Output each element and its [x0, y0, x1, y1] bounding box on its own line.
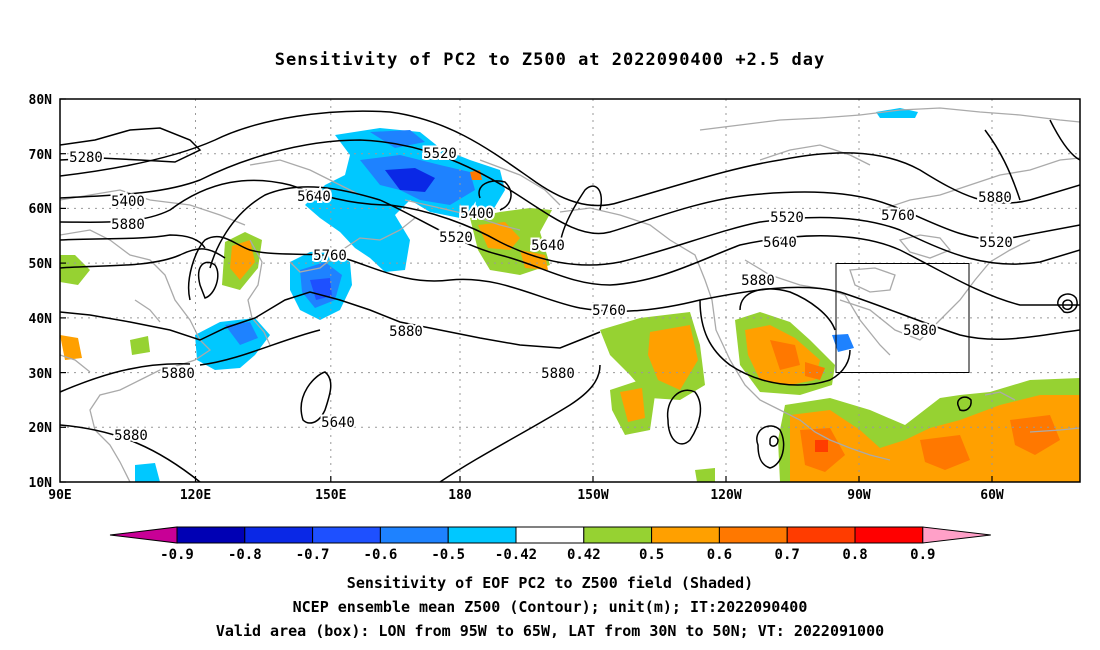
lat-label: 40N	[29, 312, 53, 327]
colorbar-swatch	[244, 526, 314, 544]
positive-sensitivity-area	[648, 325, 698, 390]
lon-label: 150W	[577, 488, 608, 503]
colorbar-tick-label: -0.9	[160, 547, 194, 563]
positive-sensitivity-area	[1010, 415, 1060, 455]
lon-label: 180	[448, 488, 472, 503]
contour-label: 5280	[69, 150, 103, 166]
positive-sensitivity-area	[130, 336, 150, 355]
negative-sensitivity-area	[832, 334, 854, 352]
colorbar-tick-label: 0.5	[639, 547, 664, 563]
contour-label: 5880	[903, 323, 937, 339]
caption-line-3: Valid area (box): LON from 95W to 65W, L…	[215, 622, 885, 640]
sensitivity-shading	[60, 108, 1080, 482]
lon-label: 120W	[710, 488, 741, 503]
colorbar: -0.9 -0.8 -0.7 -0.6 -0.5 -0.42 0.42 0.5 0.6 0.7 0.…	[109, 526, 991, 563]
positive-sensitivity-area	[920, 435, 970, 470]
contour-label: 5640	[297, 189, 331, 205]
colorbar-tick-label: 0.6	[707, 547, 732, 563]
contour-label: 5880	[111, 217, 145, 233]
negative-sensitivity-area	[225, 322, 258, 345]
negative-sensitivity-area	[876, 108, 918, 118]
lat-label: 10N	[29, 476, 53, 491]
longitude-labels: 90E 120E 150E 180 150W 120W 90W 60W	[48, 488, 1004, 503]
colorbar-swatch	[176, 526, 246, 544]
map-frame	[59, 98, 1081, 483]
colorbar-swatch	[379, 526, 449, 544]
valid-area-box	[835, 263, 970, 373]
contour-label: 5760	[592, 303, 626, 319]
contour-label: 5640	[531, 238, 565, 254]
contour-label: 5520	[439, 230, 473, 246]
lat-label: 80N	[29, 93, 53, 108]
lon-label: 90E	[48, 488, 71, 503]
positive-sensitivity-area	[520, 250, 548, 270]
lat-label: 70N	[29, 148, 53, 163]
plot-title: Sensitivity of PC2 to Z500 at 2022090400…	[274, 50, 826, 70]
positive-sensitivity-area	[60, 255, 90, 285]
colorbar-swatch	[651, 526, 720, 544]
negative-sensitivity-area	[135, 463, 160, 482]
contour-label: 5520	[979, 235, 1013, 251]
colorbar-tick-label: 0.42	[567, 547, 601, 563]
negative-sensitivity-area	[385, 168, 435, 192]
positive-sensitivity-area	[478, 222, 520, 250]
latitude-labels: 80N 70N 60N 50N 40N 30N 20N 10N	[29, 93, 53, 491]
lat-label: 50N	[29, 257, 53, 272]
colorbar-swatch	[515, 526, 585, 544]
colorbar-tick-label: -0.5	[431, 547, 465, 563]
tick-marks	[60, 98, 993, 483]
caption-line-2: NCEP ensemble mean Z500 (Contour); unit(…	[292, 598, 808, 616]
colorbar-swatch	[854, 526, 924, 544]
contour-label: 5400	[111, 194, 145, 210]
colorbar-tick-label: 0.8	[842, 547, 867, 563]
positive-sensitivity-area	[695, 468, 715, 482]
colorbar-swatch	[718, 526, 788, 544]
colorbar-high-arrow	[922, 526, 991, 544]
lat-label: 60N	[29, 202, 53, 217]
lat-label: 20N	[29, 421, 53, 436]
z500-contours	[60, 110, 1080, 482]
contour-label: 5760	[313, 248, 347, 264]
contour-label: 5880	[978, 190, 1012, 206]
contour-label: 5640	[321, 415, 355, 431]
colorbar-tick-label: -0.7	[296, 547, 330, 563]
positive-sensitivity-area	[620, 388, 645, 422]
lon-label: 150E	[315, 488, 346, 503]
lat-label: 30N	[29, 367, 53, 382]
contour-label: 5760	[881, 208, 915, 224]
colorbar-swatch	[583, 526, 653, 544]
positive-sensitivity-area	[770, 340, 800, 370]
contour-label: 5880	[541, 366, 575, 382]
colorbar-tick-label: 0.9	[910, 547, 935, 563]
contour-label: 5880	[389, 324, 423, 340]
contour-label: 5880	[161, 366, 195, 382]
contour-label: 5880	[114, 428, 148, 444]
coastlines	[60, 107, 1080, 482]
colorbar-swatch	[312, 526, 381, 544]
colorbar-swatch	[447, 526, 517, 544]
contour-label: 5520	[423, 146, 457, 162]
positive-sensitivity-area	[815, 440, 828, 452]
negative-sensitivity-area	[370, 130, 425, 148]
contour-label: 5400	[460, 206, 494, 222]
colorbar-tick-label: -0.8	[228, 547, 262, 563]
colorbar-tick-label: -0.6	[364, 547, 398, 563]
caption-line-1: Sensitivity of EOF PC2 to Z500 field (Sh…	[346, 574, 754, 592]
lon-label: 120E	[180, 488, 211, 503]
colorbar-swatch	[786, 526, 856, 544]
negative-sensitivity-area	[310, 278, 332, 300]
contour-label: 5520	[770, 210, 804, 226]
colorbar-tick-label: 0.7	[775, 547, 800, 563]
colorbar-tick-label: -0.42	[495, 547, 537, 563]
lon-label: 60W	[980, 488, 1004, 503]
contour-label: 5640	[763, 235, 797, 251]
positive-sensitivity-area	[805, 362, 825, 380]
contour-label: 5400	[111, 194, 145, 210]
positive-sensitivity-area	[60, 335, 82, 360]
colorbar-low-arrow	[109, 526, 178, 544]
contour-label: 5880	[741, 273, 775, 289]
lon-label: 90W	[847, 488, 871, 503]
